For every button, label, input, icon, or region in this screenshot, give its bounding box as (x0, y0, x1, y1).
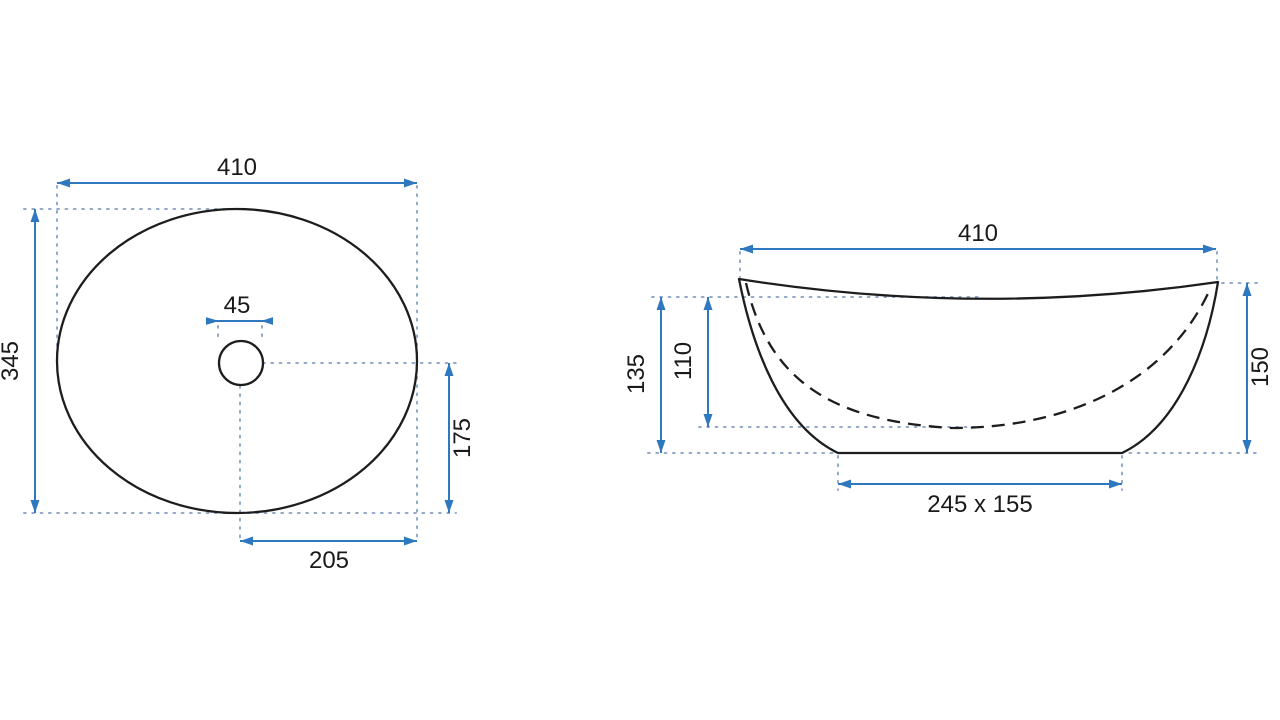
dimension-center-to-bottom: 175 (444, 363, 476, 513)
dimension-overall-height: 150 (1242, 283, 1274, 453)
dim-label-height-135: 135 (623, 354, 650, 394)
dim-label-side-width: 410 (958, 220, 998, 247)
dim-label-base-footprint: 245 x 155 (927, 491, 1032, 518)
dim-label-depth: 345 (0, 341, 24, 381)
dimension-overall-width: 410 (57, 154, 417, 188)
top-view-drawing: 410 345 45 175 205 (0, 154, 476, 574)
dim-label-top-width: 410 (217, 154, 257, 181)
dimension-overall-depth: 345 (0, 209, 40, 513)
dim-label-height-150: 150 (1247, 347, 1274, 387)
dimension-rim-to-base: 135 (623, 297, 666, 453)
dimension-base-footprint: 245 x 155 (838, 479, 1122, 518)
top-view-extension-lines (23, 185, 457, 539)
dimension-center-to-right: 205 (240, 536, 417, 574)
dimension-side-overall-width: 410 (740, 220, 1216, 254)
basin-rim-outline (55, 207, 419, 515)
dimension-drain-diameter: 45 (206, 292, 273, 325)
dim-label-drain: 45 (224, 292, 251, 319)
dim-label-center-offset-y: 175 (449, 418, 476, 458)
dimension-inner-depth: 110 (670, 297, 713, 427)
side-view-drawing: 410 135 110 150 245 x 155 (623, 220, 1274, 518)
basin-profile-outline (737, 277, 1220, 455)
dim-label-center-offset-x: 205 (309, 547, 349, 574)
inner-bowl-dashed-line (744, 282, 1213, 430)
dim-label-depth-110: 110 (670, 342, 697, 380)
drain-hole (217, 339, 265, 387)
